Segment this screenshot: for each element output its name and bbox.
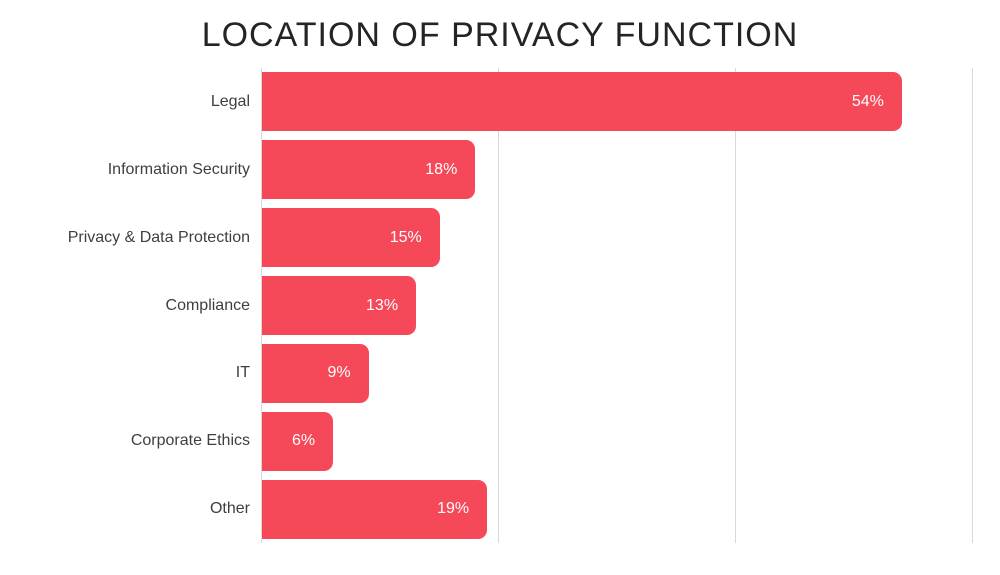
value-label: 6% xyxy=(291,432,316,450)
gridline xyxy=(261,68,262,543)
category-label: Corporate Ethics xyxy=(130,432,250,450)
category-label: Privacy & Data Protection xyxy=(67,228,250,246)
bar: 19% xyxy=(262,479,488,539)
gridline xyxy=(972,68,973,543)
value-label: 54% xyxy=(851,92,884,110)
bar: 9% xyxy=(262,343,369,403)
chart-title: LOCATION OF PRIVACY FUNCTION xyxy=(201,16,799,54)
bar: 13% xyxy=(262,276,417,335)
category-label: IT xyxy=(235,364,250,382)
bar: 18% xyxy=(262,140,476,200)
bar: 6% xyxy=(262,411,334,471)
value-label: 15% xyxy=(389,228,422,246)
gridline xyxy=(734,68,736,543)
gridline xyxy=(497,68,499,543)
plot-area: 54% 18% 15% 13% 9% 6% 19% xyxy=(261,68,973,543)
bar: 15% xyxy=(262,208,440,268)
category-axis: Legal Information Security Privacy & Data … xyxy=(0,68,250,543)
value-label: 9% xyxy=(327,364,351,382)
value-label: 13% xyxy=(366,296,399,314)
value-label: 19% xyxy=(437,500,470,518)
category-label: Information Security xyxy=(107,160,250,178)
bar: 54% xyxy=(262,72,902,132)
category-label: Compliance xyxy=(165,296,250,314)
category-label: Other xyxy=(209,500,250,518)
value-label: 18% xyxy=(425,160,458,178)
category-label: Legal xyxy=(210,92,250,110)
